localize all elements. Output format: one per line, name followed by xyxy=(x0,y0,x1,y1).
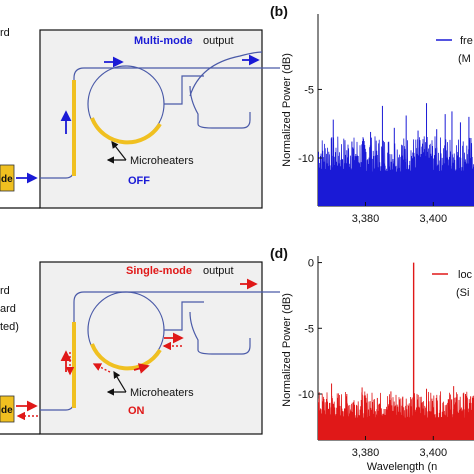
drop-waveguide xyxy=(189,51,263,97)
left-partial-text: rd xyxy=(0,27,10,39)
chart-b-legend-2: (M xyxy=(458,53,471,65)
chart-b-legend-1: fre xyxy=(460,35,473,47)
y-tick-label: -10 xyxy=(298,389,314,401)
chart-d: Normalized Power (dB) 0 -5 -10 3,380 3,400 l… xyxy=(281,256,474,473)
loop-waveguide xyxy=(189,311,251,355)
heater-ring xyxy=(90,117,162,145)
laser-partial-label: de xyxy=(1,405,13,416)
laser-partial-label: de xyxy=(1,174,13,185)
pointer-2 xyxy=(113,370,127,393)
schematic-top: rd de Multi-mode output Microheaters OFF xyxy=(0,27,280,209)
chart-b-ylabel: Normalized Power (dB) xyxy=(281,53,293,167)
y-tick-label: -5 xyxy=(304,84,314,96)
heater-state: ON xyxy=(128,405,145,417)
loop-waveguide xyxy=(189,85,251,129)
mode-word: Multi-mode xyxy=(134,35,193,47)
chip-box xyxy=(39,261,263,435)
heater-ring xyxy=(90,343,162,371)
ring-arrow xyxy=(133,363,150,374)
heater-label: Microheaters xyxy=(130,155,194,167)
x-tick-label: 3,400 xyxy=(420,447,448,459)
mode-word: Single-mode xyxy=(126,265,192,277)
x-tick-label: 3,400 xyxy=(420,213,448,225)
spectrum-trace xyxy=(318,391,474,440)
chart-d-xlabel: Wavelength (n xyxy=(367,461,438,473)
output-word: output xyxy=(203,35,234,47)
ring-output-waveguide xyxy=(164,301,204,331)
pointer-2 xyxy=(111,141,127,161)
spectrum-trace xyxy=(318,136,474,206)
output-word: output xyxy=(203,265,234,277)
chart-d-legend-2: (Si xyxy=(456,287,469,299)
panel-label-d: (d) xyxy=(270,245,288,261)
chart-d-ylabel: Normalized Power (dB) xyxy=(281,293,293,407)
y-tick-label: -5 xyxy=(304,323,314,335)
panel-label-b: (b) xyxy=(270,3,288,19)
y-tick-label: -10 xyxy=(298,153,314,165)
laser-box xyxy=(0,164,15,192)
laser-box xyxy=(0,395,15,423)
y-tick-label: 0 xyxy=(308,258,314,270)
chart-d-legend-1: loc xyxy=(458,269,473,281)
x-tick-label: 3,380 xyxy=(352,447,380,459)
heater-label: Microheaters xyxy=(130,387,194,399)
heater-state: OFF xyxy=(128,175,150,187)
x-tick-label: 3,380 xyxy=(352,213,380,225)
schematic-bottom: rd ard ted) de Single-mode output Microh… xyxy=(0,261,280,435)
ring-output-waveguide xyxy=(164,75,204,105)
chart-b: Normalized Power (dB) -5 -10 3,380 3,400 fr… xyxy=(281,14,474,225)
left-partial-3: ted) xyxy=(0,321,19,333)
left-partial-1: rd xyxy=(0,285,10,297)
ring-dashed-arrow xyxy=(92,363,111,373)
left-partial-2: ard xyxy=(0,303,16,315)
